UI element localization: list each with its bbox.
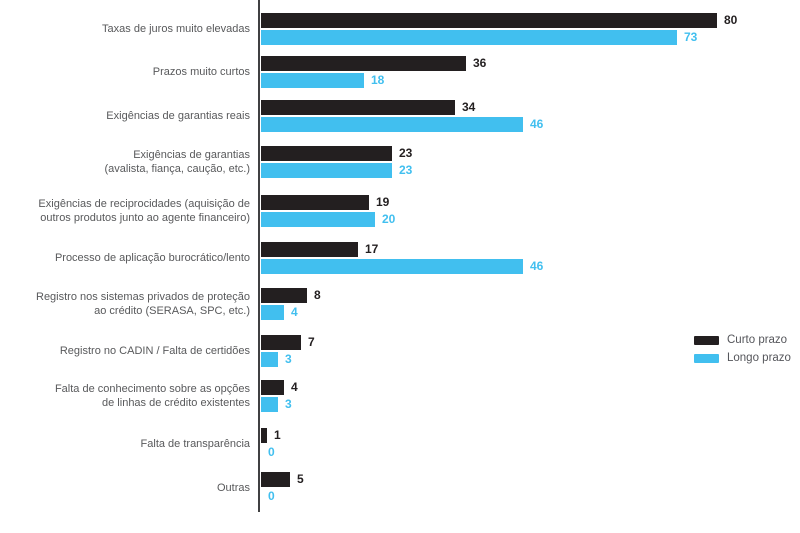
value-label-longo-prazo: 0 xyxy=(268,489,275,503)
bar-longo-prazo xyxy=(261,73,364,88)
chart-row: Registro no CADIN / Falta de certidões 7 3 xyxy=(0,335,800,367)
value-label-curto-prazo: 7 xyxy=(308,335,315,349)
value-label-curto-prazo: 8 xyxy=(314,288,321,302)
bar-curto-prazo xyxy=(261,146,392,161)
chart-row: Falta de transparência 1 0 xyxy=(0,428,800,460)
value-label-curto-prazo: 36 xyxy=(473,56,487,70)
category-label: Processo de aplicação burocrático/lento xyxy=(54,252,250,264)
legend-item-curto-prazo: Curto prazo xyxy=(694,334,791,346)
category-label: Prazos muito curtos xyxy=(152,66,250,78)
chart-row: Taxas de juros muito elevadas 80 73 xyxy=(0,13,800,45)
chart-row: Outras 5 0 xyxy=(0,472,800,504)
value-label-longo-prazo: 20 xyxy=(382,212,396,226)
chart-row: Exigências de garantias (avalista, fiança… xyxy=(0,146,800,178)
bar-curto-prazo xyxy=(261,335,301,350)
value-label-longo-prazo: 0 xyxy=(268,445,275,459)
value-label-curto-prazo: 23 xyxy=(399,146,413,160)
legend-item-longo-prazo: Longo prazo xyxy=(694,352,791,364)
bar-curto-prazo xyxy=(261,472,290,487)
value-label-curto-prazo: 80 xyxy=(724,13,738,27)
bar-curto-prazo xyxy=(261,380,284,395)
value-label-longo-prazo: 46 xyxy=(530,259,544,273)
value-label-curto-prazo: 34 xyxy=(462,100,476,114)
bar-curto-prazo xyxy=(261,56,466,71)
bar-curto-prazo xyxy=(261,13,717,28)
bar-longo-prazo xyxy=(261,163,392,178)
curto-prazo-swatch xyxy=(694,335,719,345)
value-label-longo-prazo: 46 xyxy=(530,117,544,131)
bar-longo-prazo xyxy=(261,259,523,274)
value-label-curto-prazo: 17 xyxy=(365,242,379,256)
category-label: Registro no CADIN / Falta de certidões xyxy=(59,345,250,357)
category-label: Taxas de juros muito elevadas xyxy=(102,23,250,35)
bar-curto-prazo xyxy=(261,242,358,257)
category-label: Outras xyxy=(216,482,250,494)
category-label: Exigências de reciprocidades (aquisição … xyxy=(38,198,250,224)
value-label-longo-prazo: 4 xyxy=(291,305,298,319)
longo-prazo-swatch xyxy=(694,353,719,363)
chart-row: Registro nos sistemas privados de proteç… xyxy=(0,288,800,320)
category-label: Falta de transparência xyxy=(140,438,250,450)
category-label: Exigências de garantias (avalista, fiança… xyxy=(104,149,250,175)
value-label-longo-prazo: 3 xyxy=(285,397,292,411)
bar-longo-prazo xyxy=(261,352,278,367)
value-label-longo-prazo: 73 xyxy=(684,30,698,44)
value-label-longo-prazo: 18 xyxy=(371,73,385,87)
chart-row: Exigências de reciprocidades (aquisição … xyxy=(0,195,800,227)
y-axis-line xyxy=(258,0,260,512)
value-label-curto-prazo: 19 xyxy=(376,195,390,209)
legend-label-curto-prazo: Curto prazo xyxy=(727,334,788,346)
value-label-curto-prazo: 1 xyxy=(274,428,281,442)
value-label-curto-prazo: 5 xyxy=(297,472,304,486)
bar-curto-prazo xyxy=(261,288,307,303)
bar-longo-prazo xyxy=(261,30,677,45)
category-label: Registro nos sistemas privados de proteç… xyxy=(36,291,250,317)
bar-longo-prazo xyxy=(261,212,375,227)
chart-row: Prazos muito curtos 36 18 xyxy=(0,56,800,88)
chart-row: Processo de aplicação burocrático/lento 1… xyxy=(0,242,800,274)
bar-curto-prazo xyxy=(261,428,267,443)
bar-curto-prazo xyxy=(261,195,369,210)
category-label: Exigências de garantias reais xyxy=(106,110,250,122)
bar-longo-prazo xyxy=(261,397,278,412)
bar-longo-prazo xyxy=(261,117,523,132)
bar-longo-prazo xyxy=(261,305,284,320)
value-label-curto-prazo: 4 xyxy=(291,380,298,394)
chart-row: Falta de conhecimento sobre as opções de … xyxy=(0,380,800,412)
category-label: Falta de conhecimento sobre as opções de … xyxy=(54,383,250,409)
chart-row: Exigências de garantias reais 34 46 xyxy=(0,100,800,132)
legend-label-longo-prazo: Longo prazo xyxy=(727,352,791,364)
legend: Curto prazo Longo prazo xyxy=(694,334,791,364)
value-label-longo-prazo: 3 xyxy=(285,352,292,366)
value-label-longo-prazo: 23 xyxy=(399,163,413,177)
bar-curto-prazo xyxy=(261,100,455,115)
